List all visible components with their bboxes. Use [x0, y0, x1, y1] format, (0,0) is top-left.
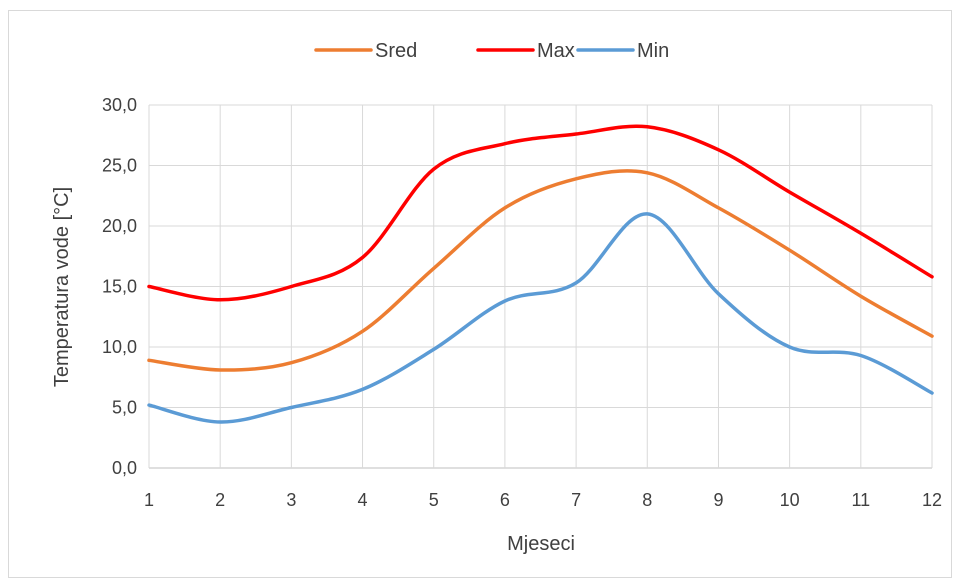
- legend: Sred Max Min: [314, 40, 669, 62]
- y-tick-label: 5,0: [112, 398, 137, 418]
- x-tick-label: 10: [780, 490, 800, 510]
- y-tick-label: 15,0: [102, 277, 137, 297]
- y-tick-label: 0,0: [112, 458, 137, 478]
- y-tick-label: 30,0: [102, 95, 137, 115]
- y-tick-labels: 0,0 5,0 10,0 15,0 20,0 25,0 30,0: [102, 95, 137, 478]
- series-line-sred: [147, 169, 934, 372]
- x-axis-title: Mjeseci: [507, 533, 575, 555]
- y-tick-label: 20,0: [102, 216, 137, 236]
- x-tick-label: 6: [500, 490, 510, 510]
- y-axis-title: Temperatura vode [°C]: [51, 187, 73, 387]
- x-tick-label: 2: [215, 490, 225, 510]
- x-tick-label: 9: [713, 490, 723, 510]
- x-tick-label: 7: [571, 490, 581, 510]
- series-line-max: [147, 124, 934, 302]
- legend-label-min: Min: [637, 40, 669, 62]
- x-tick-label: 12: [922, 490, 942, 510]
- y-tick-label: 10,0: [102, 337, 137, 357]
- x-tick-label: 1: [144, 490, 154, 510]
- series-lines: [147, 124, 934, 424]
- x-tick-labels: 1 2 3 4 5 6 7 8 9 10 11 12: [144, 490, 942, 510]
- x-tick-label: 4: [358, 490, 368, 510]
- y-tick-label: 25,0: [102, 156, 137, 176]
- x-tick-label: 3: [286, 490, 296, 510]
- legend-label-max: Max: [537, 40, 575, 62]
- x-tick-label: 11: [851, 490, 870, 510]
- x-tick-label: 8: [642, 490, 652, 510]
- x-tick-label: 5: [429, 490, 439, 510]
- legend-label-sred: Sred: [375, 40, 417, 62]
- series-line-min: [147, 212, 934, 424]
